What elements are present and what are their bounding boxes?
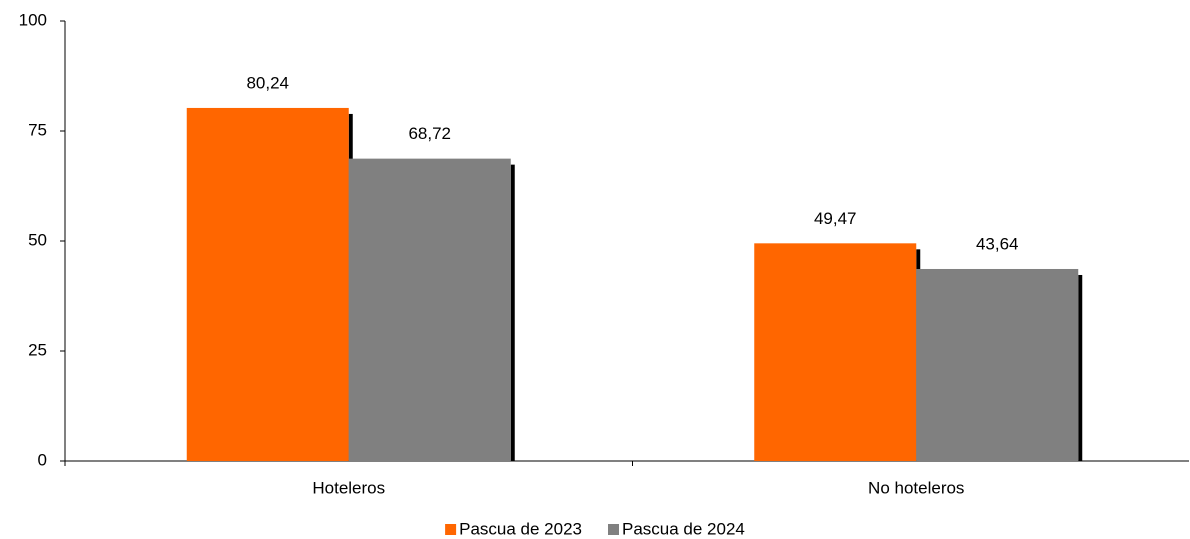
y-tick-label: 25 xyxy=(28,340,47,359)
bar xyxy=(348,158,511,461)
value-label: 49,47 xyxy=(814,209,857,228)
value-label: 68,72 xyxy=(408,124,451,143)
bar xyxy=(754,243,917,461)
value-label: 80,24 xyxy=(246,73,289,92)
legend-label: Pascua de 2023 xyxy=(459,519,582,538)
bar-shadow xyxy=(510,164,515,461)
y-tick-label: 50 xyxy=(28,230,47,249)
y-tick-label: 0 xyxy=(38,450,47,469)
legend-swatch xyxy=(445,524,457,535)
bar xyxy=(916,268,1079,461)
y-tick-label: 75 xyxy=(28,120,47,139)
y-tick-label: 100 xyxy=(19,10,47,29)
bar xyxy=(186,107,349,461)
legend-swatch xyxy=(608,524,619,535)
bar-shadow xyxy=(1078,274,1083,461)
value-label: 43,64 xyxy=(976,234,1019,253)
x-tick-label: Hoteleros xyxy=(312,478,385,497)
legend-label: Pascua de 2024 xyxy=(622,519,745,538)
x-tick-label: No hoteleros xyxy=(868,478,964,497)
